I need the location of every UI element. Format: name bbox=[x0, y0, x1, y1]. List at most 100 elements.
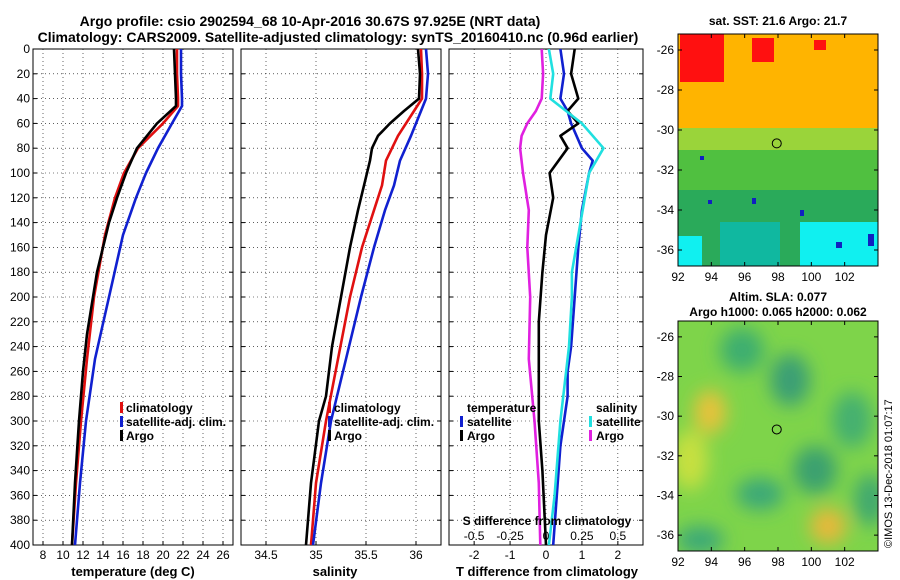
x-tick-label: 24 bbox=[196, 548, 210, 562]
legend-swatch-climatology bbox=[120, 402, 123, 413]
s-tick-label: 0.25 bbox=[570, 529, 594, 543]
temperature-legend: climatology satellite-adj. clim. Argo bbox=[120, 401, 226, 443]
title-line-1: Argo profile: csio 2902594_68 10-Apr-201… bbox=[80, 13, 541, 29]
y-tick-label: 60 bbox=[17, 116, 31, 130]
map-y-tick-label: -36 bbox=[657, 528, 675, 542]
map-y-tick-label: -32 bbox=[657, 163, 675, 177]
map-y-tick-label: -36 bbox=[657, 243, 675, 257]
x-tick-label: 35 bbox=[309, 548, 323, 562]
sst-cyan-patch-2 bbox=[678, 236, 702, 266]
map-x-tick-label: 94 bbox=[705, 270, 719, 284]
s-tick-label: -0.5 bbox=[464, 529, 485, 543]
salinity-xlabel: salinity bbox=[313, 564, 359, 579]
legend-satellite: satellite-adj. clim. bbox=[126, 415, 226, 429]
legend-satellite: satellite-adj. clim. bbox=[334, 415, 434, 429]
legend-climatology: climatology bbox=[334, 401, 401, 415]
s-tick-label: 0 bbox=[543, 529, 550, 543]
y-tick-label: 0 bbox=[23, 42, 30, 56]
sla-blob-high-1 bbox=[694, 390, 726, 434]
legend-s-satellite: satellite bbox=[596, 415, 641, 429]
sla-blob-low-2 bbox=[770, 354, 810, 406]
sla-map-field bbox=[678, 321, 878, 551]
sst-hot-patch-3 bbox=[814, 40, 826, 50]
series-line-climatology bbox=[70, 49, 180, 545]
difference-xlabel: T difference from climatology bbox=[456, 564, 639, 579]
sst-cloud-5 bbox=[708, 200, 712, 204]
legend-swatch-satellite bbox=[328, 416, 331, 427]
series-line-t-argo bbox=[537, 49, 580, 545]
legend-swatch-s-argo bbox=[589, 430, 592, 441]
x-tick-label: 22 bbox=[176, 548, 190, 562]
y-tick-label: 280 bbox=[10, 389, 30, 403]
legend-swatch-s-satellite bbox=[589, 416, 592, 427]
sst-map-field bbox=[678, 34, 878, 266]
s-difference-label: S difference from climatology bbox=[463, 514, 632, 528]
temperature-xlabel: temperature (deg C) bbox=[71, 564, 195, 579]
x-tick-label: 34.5 bbox=[254, 548, 278, 562]
sst-cloud-1 bbox=[752, 198, 756, 204]
y-tick-label: 360 bbox=[10, 488, 30, 502]
y-tick-label: 200 bbox=[10, 290, 30, 304]
y-tick-label: 140 bbox=[10, 216, 30, 230]
y-tick-label: 180 bbox=[10, 265, 30, 279]
sla-blob-low-3 bbox=[832, 392, 872, 448]
temperature-lines bbox=[70, 49, 184, 545]
x-tick-label: 1 bbox=[579, 548, 586, 562]
y-tick-label: 320 bbox=[10, 439, 30, 453]
sst-map-ticks: 92 94 96 98 100 102 -26 -28 -30 -32 -34 -36 bbox=[657, 34, 878, 284]
series-line-satellite-adj-clim- bbox=[73, 49, 184, 545]
sst-map: sat. SST: 21.6 Argo: 21.7 92 94 96 98 100 102… bbox=[657, 14, 879, 284]
map-y-tick-label: -34 bbox=[657, 203, 675, 217]
salinity-legend: climatology satellite-adj. clim. Argo bbox=[328, 401, 434, 443]
legend-swatch-satellite bbox=[120, 416, 123, 427]
x-tick-label: 14 bbox=[96, 548, 110, 562]
legend-argo: Argo bbox=[126, 429, 154, 443]
x-tick-label: 8 bbox=[40, 548, 47, 562]
y-tick-label: 80 bbox=[17, 141, 31, 155]
y-tick-label: 300 bbox=[10, 414, 30, 428]
x-tick-label: 36 bbox=[409, 548, 423, 562]
x-tick-label: -1 bbox=[505, 548, 516, 562]
title-line-2: Climatology: CARS2009. Satellite-adjuste… bbox=[38, 29, 639, 45]
map-y-tick-label: -34 bbox=[657, 488, 675, 502]
x-tick-label: 2 bbox=[615, 548, 622, 562]
map-x-tick-label: 92 bbox=[671, 555, 685, 569]
map-y-tick-label: -32 bbox=[657, 449, 675, 463]
legend-swatch-t-argo bbox=[460, 430, 463, 441]
y-tick-label: 260 bbox=[10, 364, 30, 378]
x-tick-label: 18 bbox=[136, 548, 150, 562]
x-tick-label: -2 bbox=[469, 548, 480, 562]
y-tick-label: 120 bbox=[10, 191, 30, 205]
temperature-grid bbox=[33, 48, 233, 546]
y-tick-label: 220 bbox=[10, 315, 30, 329]
legend-s-argo: Argo bbox=[596, 429, 624, 443]
legend-salinity-title: salinity bbox=[596, 401, 638, 415]
sst-hot-patch bbox=[680, 34, 724, 82]
series-line-s-satellite bbox=[547, 49, 605, 545]
legend-swatch-t-satellite bbox=[460, 416, 463, 427]
sla-blob-low-4 bbox=[736, 478, 784, 510]
series-line-satellite-adj-clim- bbox=[311, 49, 430, 545]
salinity-panel: 34.5 35 35.5 36 salinity climatology satell… bbox=[240, 48, 442, 579]
y-tick-label: 240 bbox=[10, 340, 30, 354]
s-tick-label: 0.5 bbox=[610, 529, 627, 543]
y-tick-label: 160 bbox=[10, 240, 30, 254]
legend-t-argo: Argo bbox=[467, 429, 495, 443]
map-x-tick-label: 92 bbox=[671, 270, 685, 284]
difference-grid bbox=[449, 48, 643, 546]
sla-blob-high-3 bbox=[678, 430, 708, 490]
sla-blob-low-5 bbox=[793, 446, 837, 494]
sst-cloud-6 bbox=[800, 210, 804, 216]
y-tick-label: 380 bbox=[10, 513, 30, 527]
sla-blob-low-7 bbox=[678, 526, 724, 551]
x-tick-label: 26 bbox=[216, 548, 230, 562]
y-tick-label: 340 bbox=[10, 464, 30, 478]
sla-argo-marker bbox=[771, 424, 782, 435]
map-y-tick-label: -26 bbox=[657, 43, 675, 57]
sst-map-title: sat. SST: 21.6 Argo: 21.7 bbox=[709, 14, 848, 28]
temperature-tick-labels: 8 10 12 14 16 18 20 22 24 26 bbox=[40, 548, 230, 562]
difference-panel: -2 -1 0 1 2 -0.5 -0.25 0 0.25 0.5 S difference f… bbox=[448, 48, 644, 579]
legend-swatch-argo bbox=[328, 430, 331, 441]
sst-cool-patch bbox=[720, 222, 780, 266]
map-y-tick-label: -30 bbox=[657, 123, 675, 137]
